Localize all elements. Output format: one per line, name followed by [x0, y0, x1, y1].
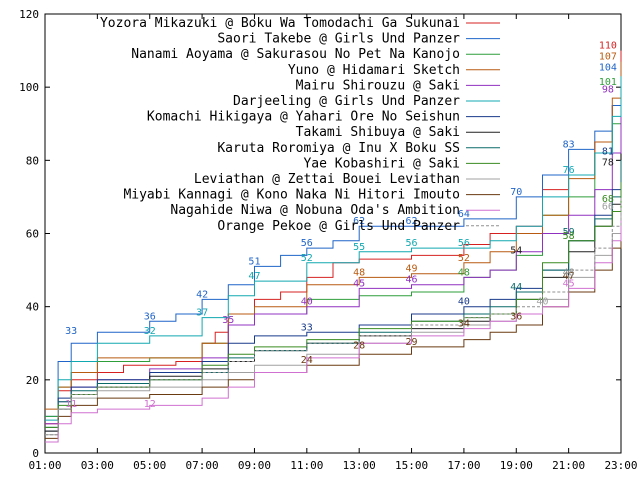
y-tick-label: 80	[26, 154, 39, 167]
legend-label: Yae Kobashiri @ Saki	[303, 156, 460, 171]
data-label: 47	[563, 271, 575, 282]
data-label: 107	[599, 52, 617, 63]
data-label: 33	[301, 322, 313, 333]
legend-label: Komachi Hikigaya @ Yahari Ore No Seishun	[147, 110, 460, 125]
x-tick-label: 13:00	[343, 459, 376, 472]
data-label: 40	[458, 297, 470, 308]
legend-label: Mairu Shirouzu @ Saki	[296, 78, 460, 93]
series-line	[45, 76, 622, 421]
data-label: 48	[563, 267, 575, 278]
legend-label: Takami Shibuya @ Saki	[296, 125, 460, 140]
data-label: 59	[563, 227, 575, 238]
legend: Yozora Mikazuki @ Boku Wa Tomodachi Ga S…	[100, 16, 500, 234]
x-tick-label: 05:00	[133, 459, 166, 472]
x-tick-label: 23:00	[604, 459, 637, 472]
x-tick-label: 15:00	[395, 459, 428, 472]
legend-label: Nanami Aoyama @ Sakurasou No Pet Na Kano…	[131, 47, 460, 62]
data-label: 78	[602, 158, 614, 169]
data-label: 70	[510, 187, 522, 198]
legend-label: Leviathan @ Zettai Bouei Leviathan	[194, 172, 460, 187]
series-layer	[45, 50, 622, 443]
data-label: 68	[602, 194, 614, 205]
data-label: 42	[196, 289, 208, 300]
series-line	[45, 72, 622, 417]
data-label: 12	[144, 399, 156, 410]
x-tick-label: 11:00	[290, 459, 323, 472]
data-label: 45	[563, 278, 575, 289]
data-label: 47	[248, 271, 260, 282]
legend-label: Yuno @ Hidamari Sketch	[288, 63, 460, 78]
data-label: 62	[353, 216, 365, 227]
data-label: 35	[222, 315, 234, 326]
legend-label: Darjeeling @ Girls Und Panzer	[233, 94, 460, 109]
data-labels: 110 33 36 42 51 56 62 62 64 70 83 104 48 101 48 49 52 107…	[65, 41, 617, 411]
data-label: 46	[406, 275, 418, 286]
x-tick-label: 21:00	[552, 459, 585, 472]
legend-label: Miyabi Kannagi @ Kono Naka Ni Hitori Imo…	[123, 188, 460, 203]
x-tick-label: 19:00	[500, 459, 533, 472]
data-label: 54	[510, 245, 522, 256]
series-line	[45, 218, 622, 443]
data-label: 11	[65, 399, 77, 410]
legend-label: Karuta Roromiya @ Inu X Boku SS	[217, 141, 460, 156]
legend-label: Yozora Mikazuki @ Boku Wa Tomodachi Ga S…	[100, 16, 460, 31]
data-label: 24	[301, 355, 313, 366]
data-label: 81	[602, 147, 614, 158]
data-label: 55	[353, 242, 365, 253]
data-label: 48	[458, 267, 470, 278]
data-label: 83	[563, 139, 575, 150]
data-label: 66	[602, 202, 614, 213]
x-tick-label: 07:00	[186, 459, 219, 472]
legend-label: Nagahide Niwa @ Nobuna Oda's Ambition	[170, 203, 460, 218]
data-label: 110	[599, 41, 617, 52]
data-label: 58	[563, 231, 575, 242]
data-label: 34	[458, 319, 470, 330]
data-label: 98	[602, 84, 614, 95]
data-label: 76	[563, 165, 575, 176]
data-label: 48	[353, 267, 365, 278]
data-label: 64	[458, 209, 470, 220]
data-label: 33	[65, 326, 77, 337]
data-label: 62	[406, 216, 418, 227]
x-tick-label: 09:00	[238, 459, 271, 472]
data-label: 56	[301, 238, 313, 249]
x-tick-label: 01:00	[28, 459, 61, 472]
x-tick-label: 17:00	[447, 459, 480, 472]
y-tick-label: 0	[32, 447, 39, 460]
data-label: 40	[536, 297, 548, 308]
data-label: 52	[301, 253, 313, 264]
y-tick-label: 40	[26, 301, 39, 314]
data-label: 45	[353, 278, 365, 289]
y-tick-label: 60	[26, 228, 39, 241]
x-tick-label: 03:00	[81, 459, 114, 472]
legend-label: Orange Pekoe @ Girls Und Panzer	[217, 219, 460, 234]
data-label: 101	[599, 77, 617, 88]
data-label: 37	[196, 308, 208, 319]
data-label: 36	[510, 311, 522, 322]
y-tick-label: 120	[19, 8, 39, 21]
data-label: 29	[406, 337, 418, 348]
data-label: 56	[458, 238, 470, 249]
data-label: 104	[599, 63, 617, 74]
data-label: 32	[144, 326, 156, 337]
data-label: 28	[353, 341, 365, 352]
data-label: 51	[248, 256, 260, 267]
data-label: 36	[144, 311, 156, 322]
legend-label: Saori Takebe @ Girls Und Panzer	[217, 32, 460, 47]
series-line	[45, 196, 622, 436]
y-tick-label: 20	[26, 374, 39, 387]
data-label: 40	[301, 297, 313, 308]
data-label: 56	[406, 238, 418, 249]
data-label: 44	[510, 282, 522, 293]
data-label: 52	[458, 253, 470, 264]
data-label: 49	[406, 264, 418, 275]
x-axis: 01:00 03:00 05:00 07:00 09:00 11:00 13:00 15:00…	[28, 14, 638, 472]
y-tick-label: 100	[19, 81, 39, 94]
